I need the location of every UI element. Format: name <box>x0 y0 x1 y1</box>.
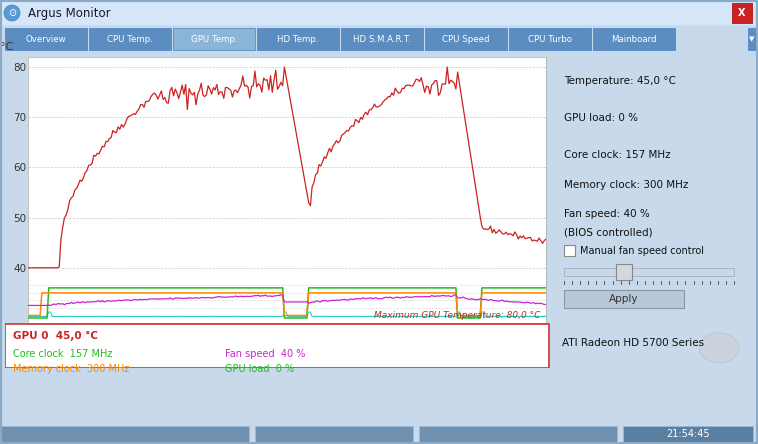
Text: Argus Monitor: Argus Monitor <box>28 7 111 20</box>
Bar <box>255 426 413 443</box>
Bar <box>425 28 507 50</box>
Text: GPU 0  45,0 °C: GPU 0 45,0 °C <box>13 331 98 341</box>
Text: Mainboard: Mainboard <box>611 35 656 44</box>
Text: Core clock  157 MHz: Core clock 157 MHz <box>13 349 112 359</box>
Circle shape <box>4 5 20 21</box>
Text: Maximum GPU Temperature: 80,0 °C: Maximum GPU Temperature: 80,0 °C <box>374 311 540 320</box>
Text: Core clock: 157 MHz: Core clock: 157 MHz <box>564 151 671 160</box>
Text: (BIOS controlled): (BIOS controlled) <box>564 228 653 238</box>
Bar <box>615 265 631 281</box>
Text: GPU load  0 %: GPU load 0 % <box>225 364 294 373</box>
Text: ▼: ▼ <box>750 36 755 42</box>
Text: GPU Temp.: GPU Temp. <box>191 35 237 44</box>
Text: Fan speed: 40 %: Fan speed: 40 % <box>564 209 650 219</box>
Text: ATI Radeon HD 5700 Series: ATI Radeon HD 5700 Series <box>562 338 704 348</box>
Bar <box>564 290 684 308</box>
Text: CPU Speed: CPU Speed <box>442 35 490 44</box>
Bar <box>509 28 591 50</box>
Text: CPU Turbo: CPU Turbo <box>528 35 572 44</box>
Text: ⊙: ⊙ <box>8 8 16 18</box>
Bar <box>1 426 249 443</box>
Text: Memory clock  300 MHz: Memory clock 300 MHz <box>13 364 130 373</box>
Text: Temperature: 45,0 °C: Temperature: 45,0 °C <box>564 76 676 86</box>
Text: X: X <box>738 8 746 18</box>
Bar <box>419 426 617 443</box>
Text: Overview: Overview <box>26 35 66 44</box>
Text: CPU Temp.: CPU Temp. <box>107 35 153 44</box>
Text: °C: °C <box>0 42 13 52</box>
Bar <box>623 426 753 443</box>
Bar <box>593 28 675 50</box>
Bar <box>89 28 171 50</box>
Text: GPU load: 0 %: GPU load: 0 % <box>564 113 638 123</box>
Bar <box>5 28 87 50</box>
Bar <box>564 269 734 277</box>
Text: HD S.M.A.R.T.: HD S.M.A.R.T. <box>353 35 411 44</box>
Bar <box>173 28 255 50</box>
Text: 21:54:45: 21:54:45 <box>666 429 709 439</box>
Bar <box>732 3 752 23</box>
Text: Fan speed  40 %: Fan speed 40 % <box>225 349 305 359</box>
Text: Manual fan speed control: Manual fan speed control <box>580 246 704 256</box>
Text: Memory clock: 300 MHz: Memory clock: 300 MHz <box>564 180 688 190</box>
Bar <box>257 28 339 50</box>
Bar <box>341 28 423 50</box>
Bar <box>748 28 756 50</box>
Bar <box>564 245 575 256</box>
Ellipse shape <box>699 333 739 363</box>
Text: Apply: Apply <box>609 294 639 304</box>
Text: HD Temp.: HD Temp. <box>277 35 319 44</box>
